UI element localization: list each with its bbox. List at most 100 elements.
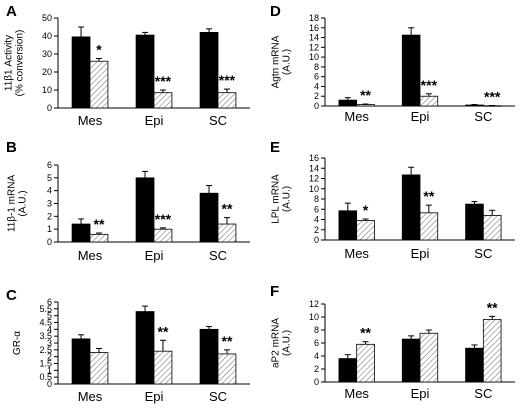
y-axis-label: Agtn mRNA(A.U.) <box>271 35 293 88</box>
y-tick-label: 14 <box>309 163 319 173</box>
bar <box>71 36 91 109</box>
panel-label: E <box>270 139 280 156</box>
bar <box>419 332 439 383</box>
y-tick-label: 2 <box>314 91 319 101</box>
category-label: SC <box>474 109 492 124</box>
panel-label: F <box>270 283 279 300</box>
y-tick-label: 50 <box>42 13 52 23</box>
bar <box>356 104 375 107</box>
significance-label: ** <box>222 201 233 217</box>
bar <box>153 228 173 243</box>
y-tick-label: 8 <box>314 325 319 335</box>
significance-label: ** <box>360 325 371 341</box>
bar <box>465 104 484 107</box>
significance-label: ** <box>487 299 498 315</box>
y-tick-label: 4.5 <box>39 318 52 328</box>
y-tick-label: 8 <box>314 194 319 204</box>
bar <box>199 328 219 385</box>
bar <box>356 220 375 241</box>
significance-label: ** <box>360 87 371 103</box>
significance-label: *** <box>155 73 172 89</box>
significance-label: * <box>96 42 102 58</box>
y-tick-label: 4 <box>314 81 319 91</box>
y-tick-label: 2 <box>314 364 319 374</box>
bar <box>89 233 109 243</box>
y-tick-label: 5.5 <box>39 304 52 314</box>
y-tick-label: 10 <box>309 52 319 62</box>
bar <box>465 347 484 383</box>
bar <box>89 60 109 109</box>
bar <box>419 212 439 241</box>
y-tick-label: 2 <box>47 352 52 362</box>
category-label: Mes <box>344 109 369 124</box>
significance-label: *** <box>421 77 438 93</box>
y-tick-label: 4 <box>47 186 52 196</box>
y-axis-label: LPL mRNA(A.U.) <box>271 174 293 224</box>
category-label: Mes <box>78 113 103 128</box>
y-tick-label: 1.5 <box>39 359 52 369</box>
panel-label: B <box>6 139 17 156</box>
significance-label: ** <box>222 333 233 349</box>
y-tick-label: 2 <box>47 211 52 221</box>
significance-label: ** <box>423 188 434 204</box>
y-tick-label: 16 <box>309 23 319 33</box>
y-tick-label: 10 <box>42 85 52 95</box>
bar <box>217 353 237 385</box>
bar <box>135 177 155 243</box>
category-label: SC <box>209 389 227 404</box>
y-tick-label: 0 <box>314 235 319 245</box>
significance-label: *** <box>219 72 236 88</box>
y-tick-label: 40 <box>42 31 52 41</box>
category-label: SC <box>474 386 492 401</box>
category-label: Epi <box>145 113 164 128</box>
bar <box>465 203 484 241</box>
y-axis-label: GR-α <box>12 331 23 355</box>
panel-label: D <box>270 3 281 20</box>
bar <box>153 350 173 385</box>
bar <box>135 34 155 109</box>
significance-label: *** <box>484 89 501 105</box>
y-tick-label: 2.5 <box>39 345 52 355</box>
panel-c: C GR-α 00.511.522.533.544.555.56 Mes ** Epi **… <box>6 287 250 404</box>
significance-label: ** <box>94 216 105 232</box>
y-tick-label: 0.5 <box>39 372 52 382</box>
bar <box>338 358 358 383</box>
significance-label: ** <box>158 323 169 339</box>
significance-label: *** <box>155 211 172 227</box>
y-tick-label: 1 <box>47 365 52 375</box>
bar <box>71 223 91 243</box>
category-label: SC <box>209 113 227 128</box>
y-tick-label: 6 <box>314 204 319 214</box>
bar <box>71 338 91 385</box>
bar <box>401 174 421 241</box>
y-tick-label: 20 <box>42 67 52 77</box>
y-axis-label: 11β1 Activity(% conversion) <box>4 30 26 97</box>
y-tick-label: 12 <box>309 174 319 184</box>
y-tick-label: 5 <box>47 173 52 183</box>
y-tick-label: 12 <box>309 42 319 52</box>
bar <box>338 99 358 107</box>
category-label: SC <box>474 246 492 261</box>
y-tick-label: 4 <box>314 215 319 225</box>
bar <box>153 92 173 109</box>
y-tick-label: 4 <box>314 351 319 361</box>
bar <box>217 223 237 243</box>
bar <box>419 95 439 107</box>
y-tick-label: 0 <box>47 379 52 389</box>
y-tick-label: 12 <box>309 299 319 309</box>
category-label: Epi <box>145 248 164 263</box>
category-label: Mes <box>344 386 369 401</box>
y-tick-label: 0 <box>314 377 319 387</box>
y-tick-label: 14 <box>309 33 319 43</box>
category-label: Mes <box>78 389 103 404</box>
y-tick-label: 18 <box>309 13 319 23</box>
y-axis-label: 11β-1 mRNA(A.U.) <box>7 175 29 233</box>
bar <box>135 311 155 385</box>
bar <box>401 34 421 107</box>
y-tick-label: 6 <box>47 297 52 307</box>
y-tick-label: 2 <box>314 225 319 235</box>
y-tick-label: 3.5 <box>39 331 52 341</box>
